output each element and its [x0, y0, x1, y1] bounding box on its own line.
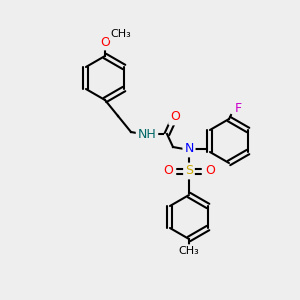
Text: O: O	[163, 164, 173, 178]
Text: O: O	[170, 110, 180, 124]
Text: N: N	[184, 142, 194, 155]
Text: NH: NH	[138, 128, 156, 140]
Text: F: F	[234, 103, 242, 116]
Text: CH₃: CH₃	[178, 246, 200, 256]
Text: O: O	[100, 35, 110, 49]
Text: CH₃: CH₃	[111, 29, 131, 39]
Text: S: S	[185, 164, 193, 178]
Text: O: O	[205, 164, 215, 178]
